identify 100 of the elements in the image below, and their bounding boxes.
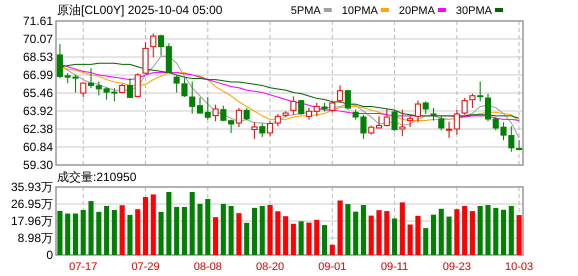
candlestick <box>422 100 429 114</box>
bar <box>360 205 366 255</box>
candlestick <box>251 122 258 140</box>
bar <box>135 209 140 255</box>
bar <box>322 225 328 255</box>
bar <box>345 204 350 255</box>
candlestick <box>181 78 188 98</box>
candlestick <box>134 72 141 98</box>
bar <box>454 209 460 255</box>
candlestick <box>158 34 164 56</box>
bar <box>415 216 420 255</box>
y-tick-label: 0 <box>46 248 54 262</box>
legend-label: 20PMA <box>398 5 436 17</box>
bar <box>376 210 382 255</box>
bar <box>493 208 498 255</box>
bar <box>470 211 475 255</box>
bar <box>501 210 506 255</box>
candlestick <box>384 108 390 127</box>
bar <box>290 224 296 255</box>
bar <box>205 198 210 255</box>
bar <box>174 206 180 255</box>
bar <box>438 208 444 255</box>
bar <box>213 217 218 255</box>
bar <box>142 197 148 255</box>
candlestick <box>111 88 118 102</box>
x-tick-label: 08-08 <box>194 261 222 273</box>
bar <box>127 214 132 255</box>
bar <box>408 224 413 255</box>
y-tick-label: 26.95万 <box>10 196 53 211</box>
candlestick <box>88 68 94 89</box>
bar <box>446 216 452 255</box>
bar <box>220 204 226 255</box>
y-tick-label: 70.07 <box>22 32 54 46</box>
bar <box>298 221 304 255</box>
x-tick-label: 07-17 <box>69 261 98 273</box>
x-tick-label: 09-11 <box>380 261 408 273</box>
candlestick <box>189 80 196 114</box>
bar <box>197 204 203 255</box>
bar <box>306 222 312 255</box>
bar <box>260 206 265 255</box>
bar <box>268 205 273 255</box>
bar <box>384 211 390 255</box>
bar <box>72 214 78 255</box>
legend-label: 10PMA <box>342 5 378 17</box>
y-tick-label: 65.46 <box>22 86 54 100</box>
y-tick-label: 63.92 <box>22 104 54 118</box>
bar <box>462 206 468 255</box>
candlestick <box>80 82 86 98</box>
candlestick <box>462 98 468 116</box>
bar <box>236 213 242 255</box>
candlestick <box>430 108 437 122</box>
x-tick-label: 10-03 <box>505 261 534 273</box>
candlestick <box>126 78 133 98</box>
bar <box>88 201 94 255</box>
candlestick <box>274 114 281 127</box>
bar <box>158 212 164 255</box>
bar <box>485 205 491 255</box>
candlestick <box>454 109 460 136</box>
bar <box>283 216 288 255</box>
bar <box>252 208 258 255</box>
chart-title: 原油[CL00Y] 2025-10-04 05:00 <box>57 3 223 17</box>
bar <box>392 218 398 255</box>
y-tick-label: 66.99 <box>22 68 54 82</box>
candlestick <box>469 93 476 109</box>
bar <box>228 206 234 255</box>
candlestick <box>344 89 351 110</box>
bar <box>430 214 436 255</box>
candlestick <box>174 74 180 93</box>
bar <box>182 206 187 255</box>
bar <box>508 206 514 255</box>
bar <box>190 192 195 255</box>
bar <box>150 194 156 255</box>
candlestick <box>244 108 250 121</box>
bar <box>275 211 280 255</box>
candlestick <box>438 116 444 131</box>
x-tick-label: 09-23 <box>442 261 471 273</box>
legend-label: 5PMA <box>290 5 322 17</box>
x-tick-label: 09-01 <box>318 261 346 273</box>
bar <box>104 206 110 255</box>
bar <box>368 216 374 255</box>
candlestick <box>477 80 484 102</box>
bar <box>166 192 172 255</box>
bar <box>516 215 522 255</box>
candlestick <box>360 114 366 140</box>
candlestick <box>290 96 296 116</box>
candlestick <box>399 109 406 137</box>
bar <box>80 210 86 255</box>
candlestick <box>72 74 78 93</box>
candlestick <box>259 123 266 138</box>
bar <box>330 244 335 255</box>
bar <box>57 210 62 255</box>
bar <box>96 212 102 255</box>
bar <box>314 220 320 255</box>
x-tick-label: 08-20 <box>256 261 284 273</box>
bar <box>244 222 250 255</box>
candlestick <box>414 100 421 123</box>
y-tick-label: 68.53 <box>22 50 54 64</box>
candlestick <box>298 99 304 116</box>
candlestick <box>392 109 398 132</box>
bar <box>353 212 358 255</box>
